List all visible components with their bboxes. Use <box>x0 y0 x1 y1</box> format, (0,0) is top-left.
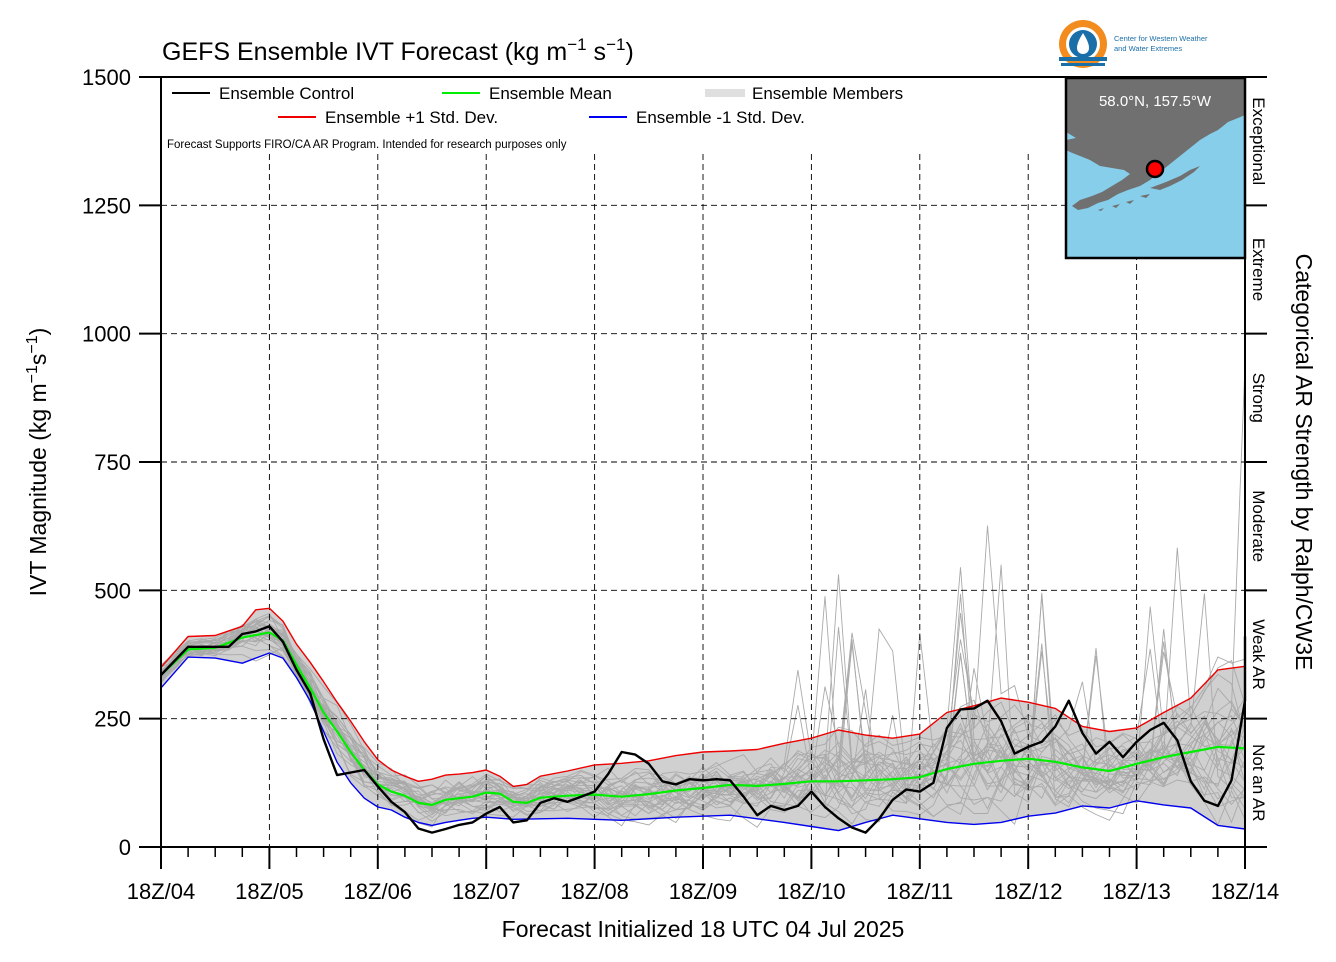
y-tick-label: 250 <box>94 707 131 732</box>
category-label: Weak AR <box>1249 619 1268 690</box>
location-label: 58.0°N, 157.5°W <box>1099 93 1212 110</box>
x-tick-label: 18Z/12 <box>994 879 1063 904</box>
ensemble-member-line <box>160 629 1246 823</box>
x-tick-label: 18Z/14 <box>1211 879 1280 904</box>
legend-label: Ensemble -1 Std. Dev. <box>636 108 805 127</box>
y-tick-label: 500 <box>94 578 131 603</box>
category-label: Not an AR <box>1249 744 1268 822</box>
ensemble-members <box>160 365 1246 828</box>
ensemble-member-line <box>160 644 1246 827</box>
x-tick-label: 18Z/05 <box>235 879 304 904</box>
category-label: Strong <box>1249 373 1268 423</box>
category-label: Extreme <box>1249 238 1268 301</box>
logo-line-1: Center for Western Weather <box>1114 34 1208 43</box>
series-line-control <box>160 625 1247 834</box>
y-tick-label: 1000 <box>82 322 131 347</box>
water-drop-icon <box>1077 33 1089 54</box>
x-tick-label: 18Z/11 <box>886 879 953 904</box>
x-tick-label: 18Z/13 <box>1102 879 1171 904</box>
location-inset-map: 58.0°N, 157.5°W <box>1064 76 1247 260</box>
x-tick-label: 18Z/08 <box>560 879 629 904</box>
ensemble-member-line <box>160 564 1246 819</box>
series-line-mean <box>160 631 1247 806</box>
series-line-minus-std <box>160 652 1246 832</box>
category-label: Moderate <box>1249 490 1268 562</box>
x-tick-label: 18Z/07 <box>452 879 521 904</box>
category-label: Exceptional <box>1249 97 1268 185</box>
ensemble-member-line <box>160 606 1246 819</box>
x-tick-label: 18Z/10 <box>777 879 846 904</box>
legend-label: Ensemble +1 Std. Dev. <box>325 108 498 127</box>
chart-title: GEFS Ensemble IVT Forecast (kg m−1 s−1) <box>162 35 634 66</box>
legend-label: Ensemble Members <box>752 84 903 103</box>
legend-label: Ensemble Control <box>219 84 354 103</box>
disclaimer-text: Forecast Supports FIRO/CA AR Program. In… <box>167 139 567 151</box>
legend: Ensemble Control Ensemble Mean Ensemble Me… <box>172 84 903 127</box>
cw3e-logo: Center for Western Weather and Water Ext… <box>1059 20 1208 68</box>
y-tick-label: 1500 <box>82 65 131 90</box>
ensemble-member-line <box>160 593 1246 825</box>
ensemble-member-line <box>160 592 1246 811</box>
x-axis-label: Forecast Initialized 18 UTC 04 Jul 2025 <box>502 916 905 942</box>
x-tick-label: 18Z/06 <box>344 879 413 904</box>
y-tick-label: 0 <box>119 835 131 860</box>
series-lines <box>160 607 1247 834</box>
y-axis-label: IVT Magnitude (kg m−1s−1) <box>24 328 51 597</box>
x-tick-label: 18Z/04 <box>127 879 196 904</box>
y-tick-label: 1250 <box>82 193 131 218</box>
axes: 0 250 500 750 1000 1250 1500 18Z/04 18Z/05 18Z/06… <box>82 65 1279 904</box>
right-axis-label: Categorical AR Strength by Ralph/CW3E <box>1291 254 1317 671</box>
series-line-plus-std <box>160 607 1246 788</box>
map-landmass <box>1066 78 1245 210</box>
ensemble-member-line <box>160 525 1246 819</box>
location-marker-icon <box>1145 159 1165 179</box>
grid-lines <box>161 154 1245 847</box>
ensemble-member-line <box>160 627 1246 812</box>
y-tick-label: 750 <box>94 450 131 475</box>
x-tick-label: 18Z/09 <box>669 879 738 904</box>
logo-line-2: and Water Extremes <box>1114 44 1182 53</box>
ensemble-member-line <box>160 630 1246 822</box>
legend-label: Ensemble Mean <box>489 84 612 103</box>
